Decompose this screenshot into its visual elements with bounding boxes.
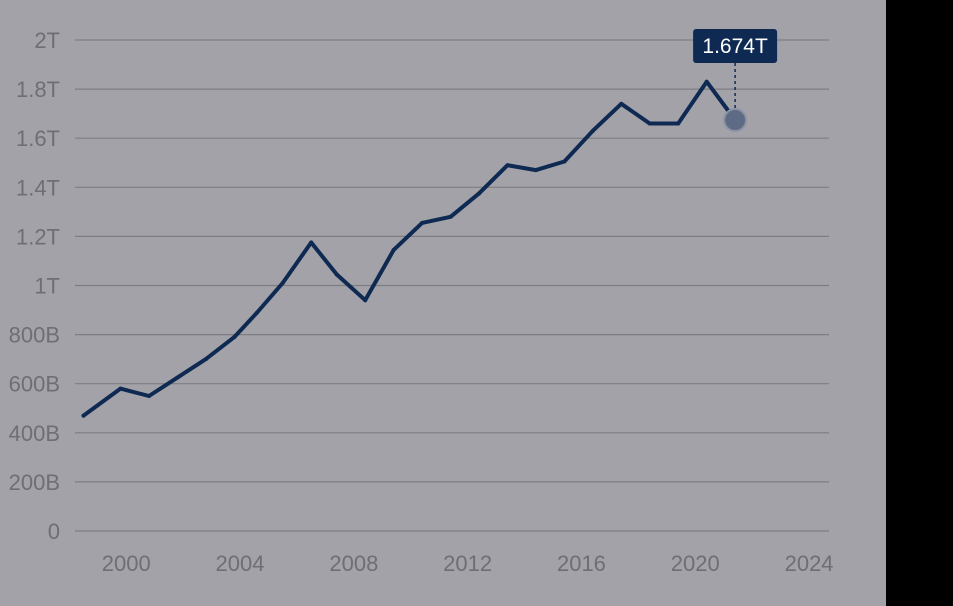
data-points [81, 79, 738, 418]
data-point[interactable] [203, 357, 208, 362]
data-point[interactable] [391, 247, 396, 252]
data-point[interactable] [363, 298, 368, 303]
data-point[interactable] [505, 163, 510, 168]
series-line [81, 79, 738, 418]
line-chart: 0 200B 400B 600B 800B 1T 1.2T 1.4T 1.6T 1.8T 2T 20… [9, 28, 834, 576]
data-point[interactable] [448, 214, 453, 219]
data-point[interactable] [562, 159, 567, 164]
y-tick-label: 0 [48, 519, 60, 544]
x-tick-label: 2012 [443, 551, 492, 576]
highlight-marker[interactable] [723, 108, 748, 133]
y-tick-label: 800B [9, 323, 60, 348]
data-point[interactable] [81, 413, 86, 418]
data-point[interactable] [255, 310, 260, 315]
data-point[interactable] [590, 128, 595, 133]
y-tick-label: 600B [9, 372, 60, 397]
data-point[interactable] [676, 121, 681, 126]
data-point[interactable] [420, 220, 425, 225]
x-tick-label: 2016 [557, 551, 606, 576]
tooltip-value: 1.674T [702, 35, 768, 58]
y-tick-label: 200B [9, 470, 60, 495]
data-point[interactable] [647, 121, 652, 126]
data-point[interactable] [118, 386, 123, 391]
y-tick-label: 1.6T [16, 126, 60, 151]
data-point[interactable] [619, 101, 624, 106]
y-tick-label: 1.2T [16, 224, 60, 249]
y-tick-label: 1.4T [16, 175, 60, 200]
data-point[interactable] [280, 281, 285, 286]
data-point[interactable] [477, 191, 482, 196]
x-tick-label: 2020 [671, 551, 720, 576]
x-tick-label: 2024 [785, 551, 834, 576]
data-point[interactable] [175, 375, 180, 380]
x-tick-label: 2004 [216, 551, 265, 576]
y-tick-label: 400B [9, 421, 60, 446]
data-point[interactable] [146, 393, 151, 398]
x-tick-label: 2008 [329, 551, 378, 576]
y-axis-ticks: 0 200B 400B 600B 800B 1T 1.2T 1.4T 1.6T 1.8T 2T [9, 28, 60, 544]
tooltip-box [693, 29, 778, 63]
data-point[interactable] [334, 272, 339, 277]
data-point[interactable] [704, 79, 709, 84]
y-tick-label: 2T [34, 28, 60, 53]
chart-panel: 0 200B 400B 600B 800B 1T 1.2T 1.4T 1.6T 1.8T 2T 20… [0, 0, 886, 606]
gridlines [75, 39, 829, 532]
data-point[interactable] [533, 168, 538, 173]
y-tick-label: 1.8T [16, 77, 60, 102]
data-point[interactable] [309, 240, 314, 245]
x-axis-ticks: 2000 2004 2008 2012 2016 2020 2024 [102, 551, 834, 576]
y-tick-label: 1T [34, 274, 60, 299]
value-tooltip: 1.674T [693, 29, 778, 133]
x-tick-label: 2000 [102, 551, 151, 576]
data-point[interactable] [232, 335, 237, 340]
